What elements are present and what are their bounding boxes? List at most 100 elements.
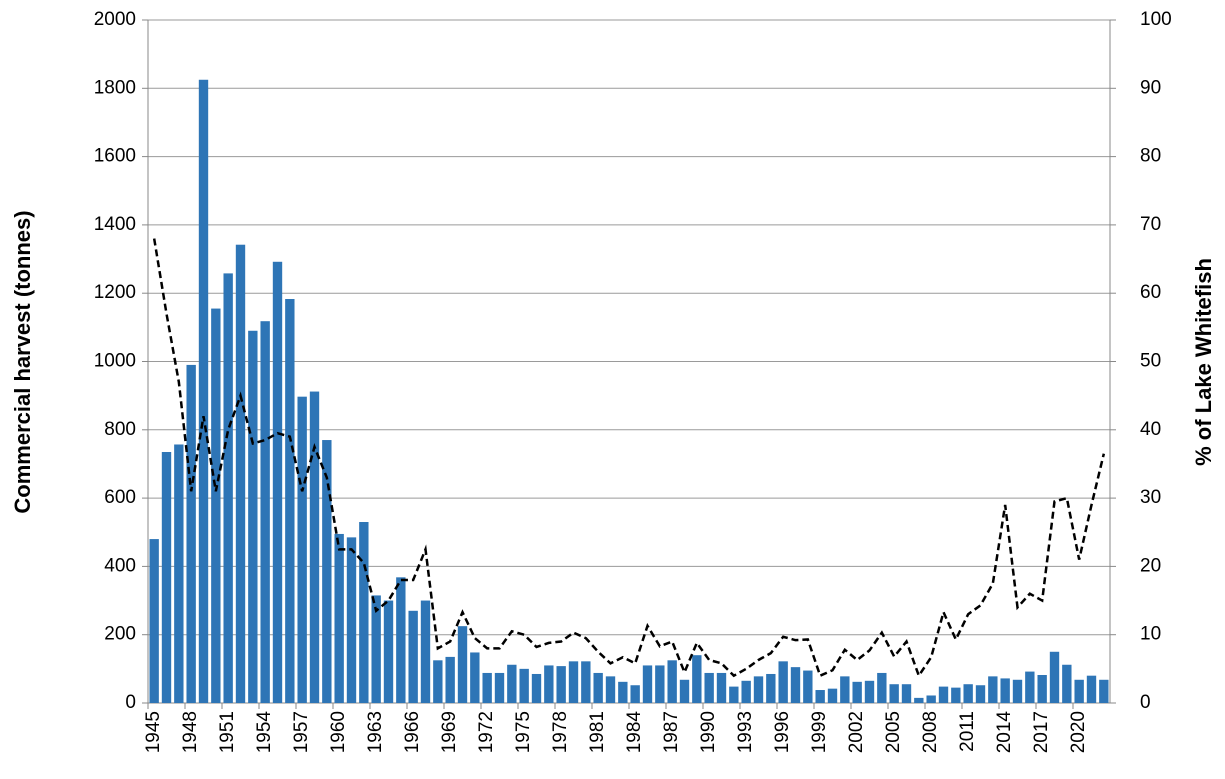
bar [593, 672, 603, 703]
bar [396, 577, 406, 703]
x-tick-label: 1963 [365, 711, 386, 753]
bar [556, 666, 566, 703]
bar [766, 673, 776, 703]
x-tick-label: 1993 [735, 711, 756, 753]
bar [1099, 679, 1109, 703]
bar [679, 679, 690, 703]
bar [1012, 679, 1023, 703]
x-tick-label: 1945 [143, 711, 164, 753]
y2-tick-label: 80 [1140, 146, 1161, 167]
bar [494, 672, 505, 703]
bar [346, 537, 357, 703]
bar [161, 451, 172, 703]
bar [322, 440, 332, 703]
bar [852, 681, 862, 703]
y2-tick-label: 70 [1140, 214, 1161, 235]
y2-tick-label: 20 [1140, 555, 1161, 576]
x-tick-label: 1969 [439, 711, 460, 753]
x-tick-label: 2011 [957, 711, 978, 752]
bar [334, 533, 344, 703]
bar [1074, 679, 1084, 703]
x-tick-label: 2020 [1068, 711, 1089, 753]
y-tick-label: 2000 [94, 9, 136, 30]
bar [840, 676, 850, 703]
bar [827, 688, 838, 703]
x-tick-label: 1972 [476, 711, 497, 753]
y-tick-label: 0 [125, 692, 136, 713]
bar [877, 672, 887, 703]
bar [1025, 671, 1035, 703]
bar [1037, 674, 1047, 703]
bar [1062, 664, 1072, 703]
x-tick-label: 1948 [180, 711, 201, 753]
bar [544, 665, 554, 703]
bar [901, 684, 912, 703]
bar [803, 670, 813, 703]
bar [408, 610, 418, 703]
x-tick-label: 1957 [291, 711, 312, 753]
x-tick-label: 2017 [1031, 711, 1052, 753]
bar [383, 600, 394, 703]
y2-tick-label: 50 [1140, 351, 1161, 372]
x-tick-label: 1999 [809, 711, 830, 753]
y2-tick-label: 10 [1140, 624, 1161, 645]
line [152, 238, 1106, 679]
bar [531, 673, 542, 703]
bar [790, 667, 801, 703]
bar [198, 79, 209, 703]
x-tick-label: 1975 [513, 711, 534, 753]
bar [630, 685, 640, 703]
y-tick-label: 200 [104, 624, 136, 645]
bar [297, 396, 307, 703]
y2-tick-label: 0 [1140, 692, 1151, 713]
bar [741, 680, 751, 703]
bar [211, 308, 221, 703]
y-tick-label: 1000 [94, 351, 136, 372]
x-tick-label: 1951 [217, 711, 238, 753]
y-tick-label: 400 [104, 555, 136, 576]
bar [581, 661, 591, 703]
bar [248, 330, 258, 703]
bar [988, 676, 998, 703]
bar [963, 684, 973, 703]
bar [420, 600, 431, 703]
bar [371, 595, 381, 703]
bar [568, 661, 579, 703]
bar [1049, 651, 1060, 703]
x-tick-label: 1978 [550, 711, 571, 753]
bar [938, 686, 949, 703]
bar [235, 244, 246, 703]
bar [482, 672, 492, 703]
bar [519, 668, 529, 703]
x-tick-label: 2014 [994, 711, 1015, 754]
x-tick-label: 2005 [883, 711, 904, 753]
x-tick-label: 2008 [920, 711, 941, 753]
bar [864, 680, 875, 703]
bar [186, 364, 196, 703]
bar [926, 695, 936, 703]
y-axis-label: Commercial harvest (tonnes) [10, 210, 35, 513]
x-tick-label: 1981 [587, 711, 608, 753]
bar [692, 655, 702, 703]
x-tick-label: 1984 [624, 711, 645, 754]
y-tick-label: 1800 [94, 77, 136, 98]
bar [716, 672, 727, 703]
bar [667, 660, 677, 703]
bar [445, 656, 455, 703]
bar [1086, 675, 1097, 703]
bar [753, 676, 764, 703]
bar [260, 321, 270, 703]
bar [815, 690, 825, 703]
bar [642, 665, 653, 703]
y-tick-label: 1200 [94, 282, 136, 303]
y2-tick-label: 40 [1140, 419, 1161, 440]
bar [457, 626, 468, 703]
bar [704, 672, 714, 703]
bar [149, 539, 159, 703]
bar [655, 665, 665, 703]
x-tick-label: 1960 [328, 711, 349, 753]
y-tick-label: 600 [104, 487, 136, 508]
bar [272, 261, 283, 703]
bar [174, 444, 184, 703]
bar [889, 684, 899, 703]
